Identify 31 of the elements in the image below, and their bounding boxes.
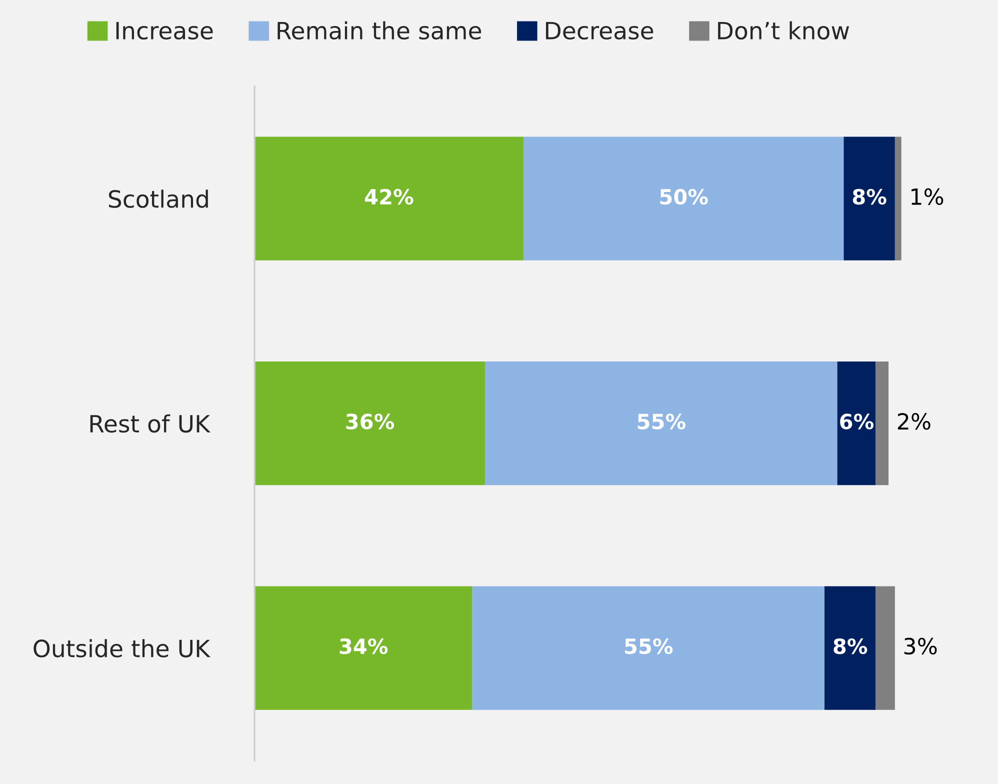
y-tick-label: Rest of UK [90, 414, 211, 433]
bar [254, 136, 524, 260]
data-label: 8% [852, 188, 886, 205]
bar [844, 136, 895, 260]
data-label: 34% [340, 638, 388, 654]
bar [254, 586, 472, 710]
data-label: 3% [904, 638, 937, 655]
data-label: 36% [346, 414, 394, 430]
y-tick-label: Outside the UK [34, 639, 211, 658]
data-label: 2% [898, 413, 930, 430]
y-tick-label: Scotland [108, 190, 208, 208]
bar [485, 362, 838, 486]
legend-label: Decrease [546, 22, 654, 40]
bar [523, 136, 844, 260]
data-label: 1% [912, 188, 944, 206]
data-label: 42% [364, 188, 414, 205]
data-label: 50% [660, 188, 708, 205]
data-label: 55% [638, 414, 686, 430]
legend-label: Remain the same [278, 21, 482, 40]
legend-label: Don’t know [718, 21, 850, 40]
data-label: 8% [834, 638, 868, 654]
legend-label: Increase [116, 22, 213, 40]
bar [894, 136, 902, 260]
bar [876, 586, 895, 710]
bar [837, 362, 876, 486]
data-label: 6% [840, 414, 874, 430]
bar [254, 362, 486, 486]
bar [876, 362, 889, 486]
bar [472, 586, 824, 710]
data-label: 55% [625, 638, 673, 654]
bar [824, 586, 876, 710]
